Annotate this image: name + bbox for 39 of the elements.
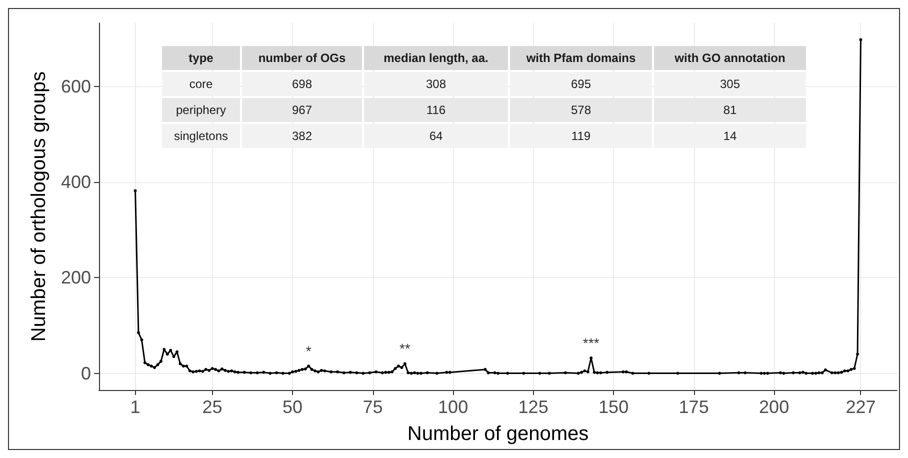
x-tick-label: 50: [282, 397, 303, 417]
annotation: 578: [510, 98, 652, 122]
x-tick-label: 200: [759, 397, 790, 417]
y-axis-title: Number of orthologous groups: [28, 71, 50, 342]
x-tick-label: 175: [678, 397, 709, 417]
y-tick-label: 200: [60, 268, 91, 288]
y-tick-label: 600: [60, 76, 91, 97]
x-tick-label: 150: [598, 397, 629, 417]
annotation: **: [399, 340, 411, 357]
annotation: 64: [364, 124, 508, 148]
annotation: 14: [654, 124, 806, 148]
annotation: median length, aa.: [364, 46, 508, 70]
annotation: with GO annotation: [654, 46, 806, 70]
annotation: periphery: [162, 98, 240, 122]
x-tick-label: 25: [202, 397, 222, 417]
annotation: 305: [654, 72, 806, 96]
annotation: *: [306, 343, 312, 360]
x-tick-label: 100: [438, 397, 468, 417]
annotation: 116: [364, 98, 508, 122]
annotation: core: [162, 72, 240, 96]
annotation: type: [162, 46, 240, 70]
annotation: with Pfam domains: [510, 46, 652, 70]
x-tick-label: 227: [846, 397, 876, 417]
x-axis-title: Number of genomes: [407, 423, 589, 445]
x-tick-label: 75: [362, 397, 383, 417]
y-tick-label: 400: [60, 172, 91, 192]
y-tick-label: 0: [80, 363, 91, 384]
annotation: number of OGs: [242, 46, 362, 70]
annotation: singletons: [162, 124, 240, 148]
annotation: 119: [510, 124, 652, 148]
annotation: 81: [654, 98, 806, 122]
annotation: 382: [242, 124, 362, 148]
annotation: ***: [582, 334, 600, 351]
annotation: 308: [364, 72, 508, 96]
annotation: 695: [510, 72, 652, 96]
annotation: 698: [242, 72, 362, 96]
x-tick-label: 125: [518, 397, 548, 417]
annotation: 967: [242, 98, 362, 122]
x-tick-label: 1: [130, 397, 140, 417]
